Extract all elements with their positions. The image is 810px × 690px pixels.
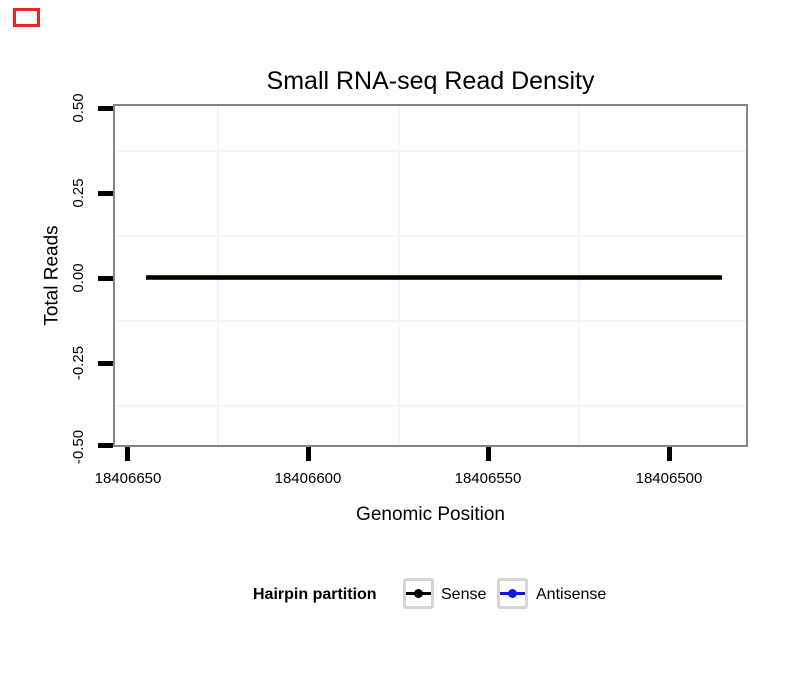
legend-key-sense [403, 578, 434, 609]
x-tick-mark [667, 447, 672, 461]
annotation-red-box [13, 8, 40, 27]
legend-label-sense: Sense [441, 586, 487, 603]
legend-label-antisense: Antisense [536, 586, 607, 603]
minor-gridline-horizontal [115, 235, 746, 237]
minor-gridline-horizontal [115, 320, 746, 322]
x-tick-label: 18406650 [94, 470, 162, 487]
x-tick-label: 18406550 [454, 470, 522, 487]
x-tick-mark [486, 447, 491, 461]
plot-panel [113, 104, 748, 447]
antisense-key-dot-icon [508, 589, 517, 598]
minor-gridline-horizontal [115, 150, 746, 152]
sense-key-dot-icon [414, 589, 423, 598]
x-tick-mark [306, 447, 311, 461]
y-tick-label: -0.50 [70, 429, 87, 465]
y-tick-mark [98, 443, 113, 448]
y-tick-mark [98, 361, 113, 366]
y-tick-label: 0.50 [70, 93, 87, 123]
y-tick-label: 0.00 [70, 263, 87, 293]
legend-title: Hairpin partition [253, 586, 377, 603]
y-tick-mark [98, 276, 113, 281]
legend-key-antisense [497, 578, 528, 609]
y-tick-mark [98, 106, 113, 111]
x-tick-mark [125, 447, 130, 461]
x-tick-label: 18406500 [635, 470, 703, 487]
chart-title: Small RNA-seq Read Density [266, 67, 595, 95]
sense-line-series [146, 276, 722, 279]
minor-gridline-horizontal [115, 405, 746, 407]
x-tick-label: 18406600 [274, 470, 342, 487]
antisense-line-series [146, 275, 722, 280]
y-axis-title: Total Reads [41, 225, 63, 326]
x-axis-title: Genomic Position [356, 504, 505, 525]
y-tick-mark [98, 191, 113, 196]
y-tick-label: 0.25 [70, 178, 87, 208]
y-tick-label: -0.25 [70, 345, 87, 381]
